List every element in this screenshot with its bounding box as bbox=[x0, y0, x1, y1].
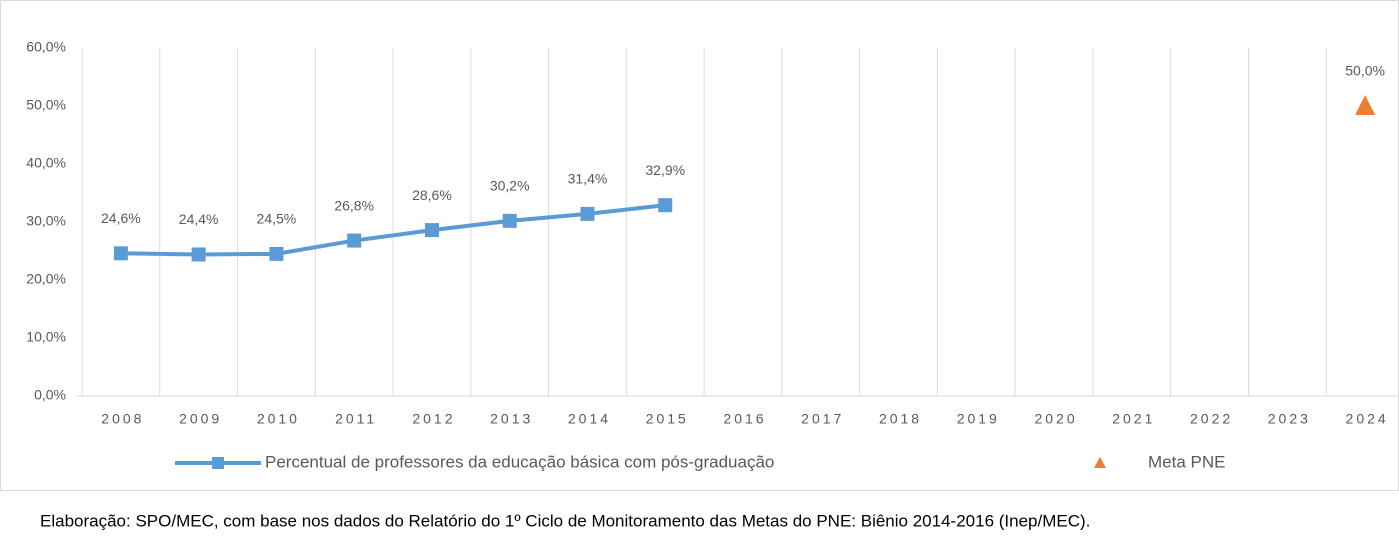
x-tick-label: 2023 bbox=[1268, 411, 1311, 427]
x-tick-label: 2021 bbox=[1112, 411, 1155, 427]
x-tick-label: 2008 bbox=[101, 411, 144, 427]
data-point bbox=[502, 213, 517, 228]
data-point bbox=[658, 198, 673, 213]
data-point bbox=[269, 246, 284, 261]
data-label: 30,2% bbox=[490, 178, 530, 194]
y-tick-label: 50,0% bbox=[26, 97, 66, 113]
x-tick-label: 2009 bbox=[179, 411, 222, 427]
y-tick-label: 20,0% bbox=[26, 271, 66, 287]
x-tick-label: 2022 bbox=[1190, 411, 1233, 427]
legend-label: Meta PNE bbox=[1148, 452, 1225, 471]
x-tick-label: 2018 bbox=[879, 411, 922, 427]
x-tick-label: 2014 bbox=[568, 411, 611, 427]
y-tick-label: 60,0% bbox=[26, 39, 66, 55]
x-tick-label: 2017 bbox=[801, 411, 844, 427]
x-tick-label: 2020 bbox=[1034, 411, 1077, 427]
y-tick-label: 40,0% bbox=[26, 155, 66, 171]
y-tick-label: 0,0% bbox=[34, 387, 66, 403]
data-point bbox=[424, 223, 439, 238]
data-point bbox=[113, 246, 128, 261]
y-tick-label: 30,0% bbox=[26, 213, 66, 229]
data-label: 26,8% bbox=[334, 197, 374, 213]
x-tick-label: 2016 bbox=[723, 411, 766, 427]
x-tick-label: 2013 bbox=[490, 411, 533, 427]
x-tick-label: 2015 bbox=[646, 411, 689, 427]
data-point bbox=[1355, 95, 1376, 115]
x-tick-label: 2012 bbox=[412, 411, 455, 427]
data-label: 50,0% bbox=[1345, 63, 1385, 79]
data-point bbox=[347, 233, 362, 248]
data-label: 24,6% bbox=[101, 210, 141, 226]
legend-label: Percentual de professores da educação bá… bbox=[265, 452, 774, 471]
data-label: 28,6% bbox=[412, 187, 452, 203]
data-label: 31,4% bbox=[568, 171, 608, 187]
data-point bbox=[580, 206, 595, 221]
source-note: Elaboração: SPO/MEC, com base nos dados … bbox=[40, 511, 1090, 530]
x-tick-label: 2011 bbox=[335, 411, 377, 427]
data-label: 24,5% bbox=[257, 211, 297, 227]
data-point bbox=[191, 247, 206, 262]
x-tick-label: 2019 bbox=[957, 411, 1000, 427]
data-label: 24,4% bbox=[179, 211, 219, 227]
data-label: 32,9% bbox=[645, 162, 685, 178]
x-tick-label: 2010 bbox=[257, 411, 300, 427]
legend-marker bbox=[1094, 457, 1106, 468]
x-tick-label: 2024 bbox=[1346, 411, 1389, 427]
legend-marker bbox=[212, 457, 224, 469]
y-tick-label: 10,0% bbox=[26, 329, 66, 345]
series-line bbox=[120, 203, 666, 257]
